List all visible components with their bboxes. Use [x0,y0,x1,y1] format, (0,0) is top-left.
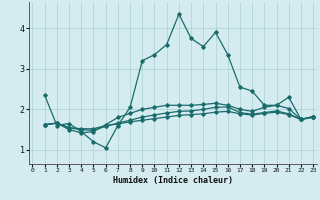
X-axis label: Humidex (Indice chaleur): Humidex (Indice chaleur) [113,176,233,185]
